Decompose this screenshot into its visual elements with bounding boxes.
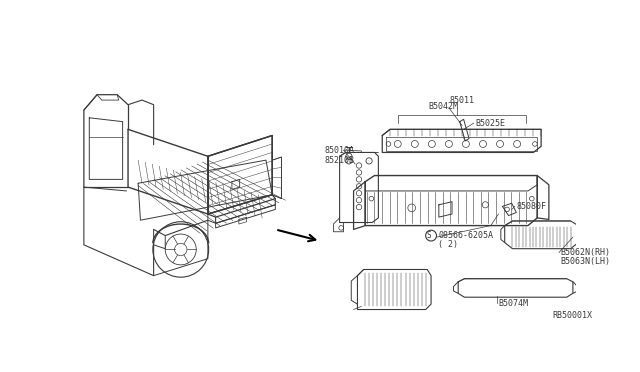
- Text: B5025E: B5025E: [476, 119, 505, 128]
- Text: 85210B: 85210B: [324, 155, 354, 165]
- Text: 85080F: 85080F: [516, 202, 547, 211]
- Text: B5063N(LH): B5063N(LH): [561, 257, 611, 266]
- Text: S: S: [426, 231, 431, 240]
- Text: B5042M: B5042M: [429, 102, 459, 111]
- Text: 85010A: 85010A: [324, 147, 354, 155]
- Text: 85011: 85011: [450, 96, 475, 105]
- Text: 08566-6205A: 08566-6205A: [438, 231, 493, 240]
- Text: B5062N(RH): B5062N(RH): [561, 248, 611, 257]
- Text: ( 2): ( 2): [438, 240, 458, 249]
- Text: B5074M: B5074M: [499, 299, 529, 308]
- Text: RB50001X: RB50001X: [553, 311, 593, 320]
